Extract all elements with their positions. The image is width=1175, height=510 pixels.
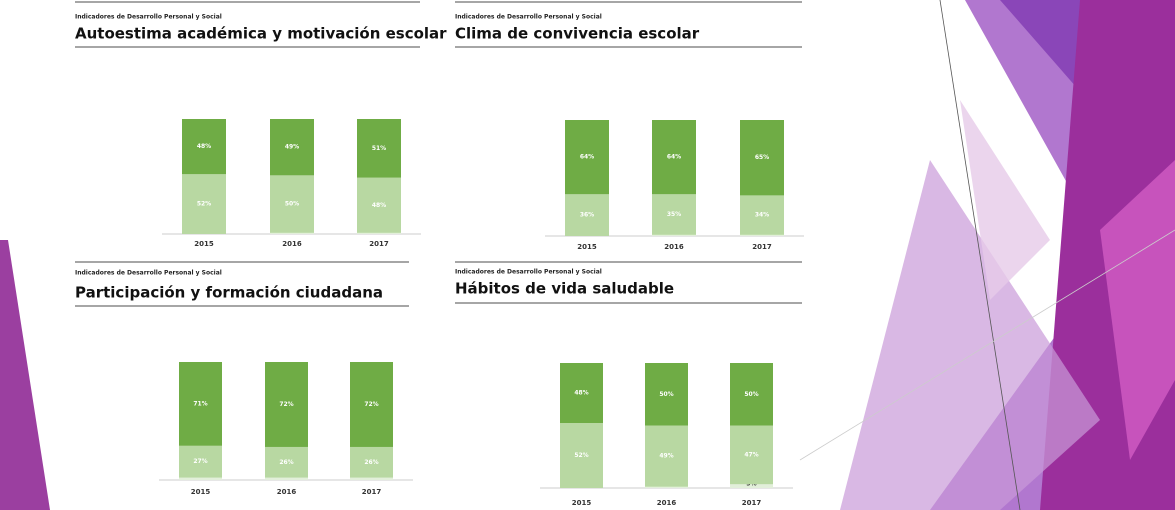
- data-label: 47%: [744, 451, 758, 458]
- x-tick-label: 2016: [277, 488, 297, 496]
- data-label: 48%: [372, 202, 386, 209]
- x-tick-label: 2017: [369, 240, 389, 248]
- bar-segment: [730, 363, 773, 426]
- x-tick-label: 2016: [282, 240, 302, 248]
- bar-segment: [730, 425, 773, 485]
- chart-title: Participación y formación ciudadana: [75, 284, 383, 302]
- chart-subtitle: Indicadores de Desarrollo Personal y Soc…: [455, 14, 602, 21]
- x-tick-label: 2017: [752, 243, 772, 251]
- data-label: 49%: [659, 453, 673, 460]
- bar-segment: [645, 425, 688, 487]
- bar-segment: [652, 234, 696, 236]
- bar-segment: [350, 477, 393, 480]
- chart-title: Hábitos de vida saludable: [455, 280, 674, 298]
- bar-segment: [652, 120, 696, 195]
- data-label: 52%: [574, 452, 588, 459]
- x-tick-label: 2016: [664, 243, 684, 251]
- bar-segment: [740, 195, 784, 235]
- bar-segment: [350, 446, 393, 478]
- data-label: 48%: [574, 390, 588, 397]
- chart-subtitle: Indicadores de Desarrollo Personal y Soc…: [75, 14, 222, 21]
- bar-segment: [560, 423, 603, 488]
- bar-segment: [182, 174, 226, 234]
- data-label: 64%: [580, 154, 594, 161]
- data-label: 35%: [667, 211, 681, 218]
- data-label: 27%: [193, 458, 207, 465]
- data-label: 26%: [279, 459, 293, 466]
- bar-segment: [565, 194, 609, 236]
- bar-segment: [179, 477, 222, 480]
- x-tick-label: 2016: [657, 499, 677, 507]
- x-tick-label: 2017: [362, 488, 382, 496]
- chart-title: Clima de convivencia escolar: [455, 25, 700, 43]
- data-label: 72%: [364, 401, 378, 408]
- bar-segment: [270, 232, 314, 234]
- bar-segment: [182, 119, 226, 175]
- bar-segment: [350, 362, 393, 447]
- data-label: 26%: [364, 459, 378, 466]
- bar-segment: [179, 362, 222, 446]
- data-label: 52%: [197, 201, 211, 208]
- x-tick-label: 2015: [194, 240, 214, 248]
- data-label: 50%: [659, 391, 673, 398]
- bar-segment: [357, 177, 401, 233]
- bar-segment: [730, 484, 773, 488]
- data-label: 51%: [372, 145, 386, 152]
- bar-segment: [645, 363, 688, 426]
- data-label: 72%: [279, 401, 293, 408]
- data-label: 64%: [667, 154, 681, 161]
- data-label: 36%: [580, 212, 594, 219]
- x-tick-label: 2017: [742, 499, 762, 507]
- data-label: 49%: [285, 144, 299, 151]
- chart-subtitle: Indicadores de Desarrollo Personal y Soc…: [455, 269, 602, 276]
- bar-segment: [645, 486, 688, 488]
- bar-segment: [270, 175, 314, 233]
- chart-title: Autoestima académica y motivación escola…: [75, 25, 447, 43]
- data-label: 71%: [193, 400, 207, 407]
- data-label: 50%: [744, 391, 758, 398]
- data-label: 34%: [755, 212, 769, 219]
- data-label: 48%: [197, 143, 211, 150]
- bar-segment: [357, 119, 401, 178]
- chart-subtitle: Indicadores de Desarrollo Personal y Soc…: [75, 270, 222, 277]
- bar-segment: [265, 446, 308, 478]
- bar-segment: [270, 119, 314, 176]
- bar-segment: [740, 234, 784, 236]
- bar-segment: [265, 477, 308, 480]
- x-tick-label: 2015: [572, 499, 592, 507]
- bar-segment: [740, 120, 784, 196]
- bar-segment: [265, 362, 308, 447]
- data-label: 50%: [285, 201, 299, 208]
- x-tick-label: 2015: [577, 243, 597, 251]
- data-label: 65%: [755, 154, 769, 161]
- bar-segment: [357, 232, 401, 234]
- bar-segment: [652, 194, 696, 235]
- bar-segment: [565, 120, 609, 195]
- bar-segment: [179, 445, 222, 478]
- x-tick-label: 2015: [191, 488, 211, 496]
- bar-segment: [560, 363, 603, 423]
